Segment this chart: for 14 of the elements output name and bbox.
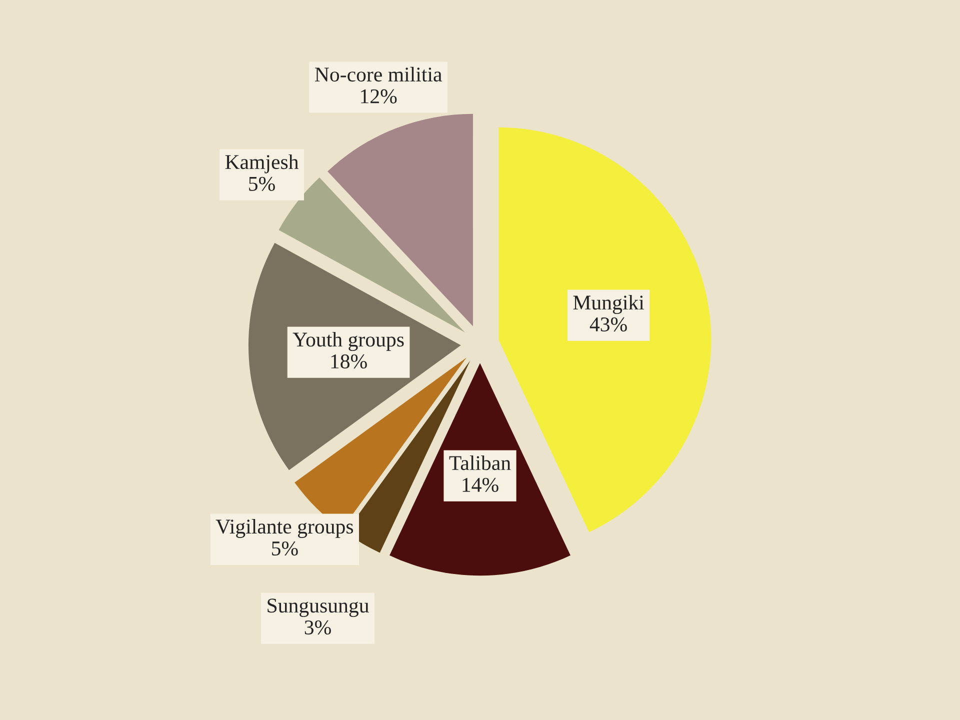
data-label: 14% [462, 478, 498, 492]
slice-label: Sungusungu [268, 598, 369, 617]
data-label: 3% [304, 620, 331, 635]
slice-label: Mungiki [573, 294, 644, 314]
data-label: 5% [272, 541, 298, 556]
data-label: 18% [331, 354, 367, 369]
data-label: 5% [249, 176, 275, 191]
slice-label: Vigilante groups [216, 519, 354, 538]
data-label: 43% [590, 317, 627, 332]
slice-label: Taliban [449, 455, 511, 470]
data-label: 12% [361, 89, 397, 104]
slice-label: No-core militia [315, 66, 442, 82]
slice-label: Youth groups [292, 332, 404, 351]
slice-label: Kamjesh [225, 154, 299, 174]
